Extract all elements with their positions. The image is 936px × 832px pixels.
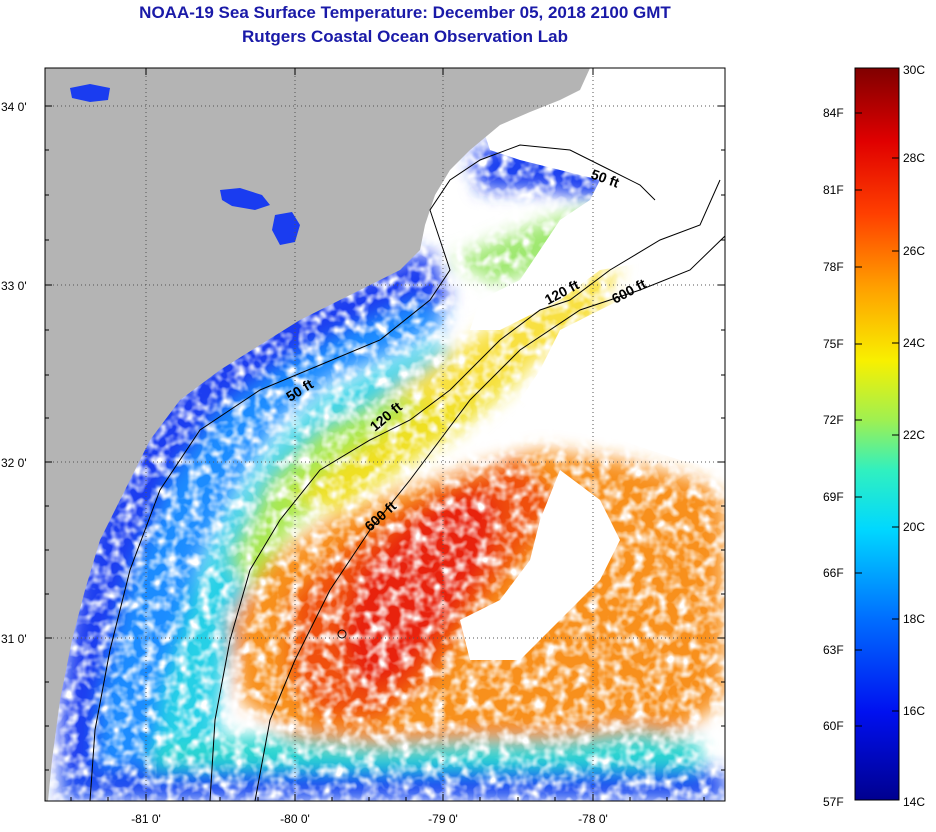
contour-spot [337, 629, 347, 639]
scale-f-81: 81F [823, 183, 844, 197]
scale-f-60: 60F [823, 719, 844, 733]
lat-label-32: 32 0' [1, 456, 27, 470]
land-mass [45, 68, 590, 801]
lon-label-78: -78 0' [578, 812, 608, 826]
scale-f-75: 75F [823, 337, 844, 351]
scale-c-16: 16C [903, 704, 925, 718]
cloud-mask [460, 68, 725, 660]
contour-600ft [254, 235, 725, 801]
scale-c-18: 18C [903, 612, 925, 626]
lat-label-31: 31 0' [1, 632, 27, 646]
scale-c-14: 14C [903, 795, 925, 809]
scale-f-69: 69F [823, 490, 844, 504]
lon-label-80: -80 0' [280, 812, 310, 826]
scale-c-26: 26C [903, 244, 925, 258]
contour-120ft [209, 179, 721, 801]
bathymetry-contours [89, 144, 725, 801]
map-subtitle: Rutgers Coastal Ocean Observation Lab [242, 27, 568, 46]
colorbar-ticks [855, 112, 899, 727]
scale-f-72: 72F [823, 413, 844, 427]
scale-f-63: 63F [823, 643, 844, 657]
scale-c-28: 28C [903, 151, 925, 165]
scale-f-66: 66F [823, 566, 844, 580]
lon-label-81: -81 0' [131, 812, 161, 826]
axis-ticks [45, 68, 725, 801]
lake [220, 188, 270, 210]
scale-f-57: 57F [823, 795, 844, 809]
plot-frame [44, 67, 726, 802]
scale-f-84: 84F [823, 106, 844, 120]
lon-label-79: -79 0' [428, 812, 458, 826]
scale-f-78: 78F [823, 260, 844, 274]
lake [70, 84, 110, 102]
map-title: NOAA-19 Sea Surface Temperature: Decembe… [139, 3, 671, 22]
scale-c-20: 20C [903, 520, 925, 534]
scale-c-30: 30C [903, 63, 925, 77]
lat-label-34: 34 0' [1, 100, 27, 114]
contour-50ft [89, 144, 656, 801]
graticule [45, 68, 725, 801]
lake [272, 212, 300, 245]
scale-c-22: 22C [903, 428, 925, 442]
lat-label-33: 33 0' [1, 279, 27, 293]
color-gradient [854, 67, 900, 801]
scale-c-24: 24C [903, 336, 925, 350]
